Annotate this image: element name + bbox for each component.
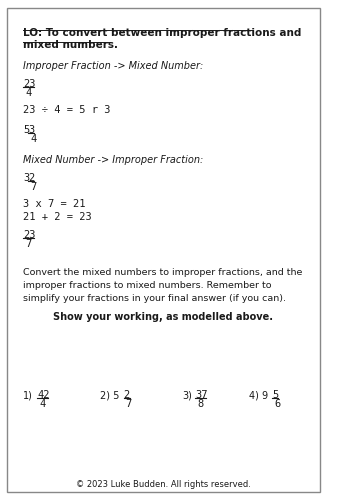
Text: 23 ÷ 4 = 5 r 3: 23 ÷ 4 = 5 r 3: [23, 105, 111, 115]
Text: © 2023 Luke Budden. All rights reserved.: © 2023 Luke Budden. All rights reserved.: [76, 480, 251, 489]
Text: 2) 5: 2) 5: [100, 390, 120, 400]
Text: 7: 7: [30, 182, 36, 192]
Text: 3: 3: [28, 125, 35, 135]
Text: LO: To convert between improper fractions and: LO: To convert between improper fraction…: [23, 28, 301, 38]
Text: Show your working, as modelled above.: Show your working, as modelled above.: [53, 312, 274, 322]
Text: 23: 23: [23, 79, 36, 89]
Text: 2: 2: [28, 173, 35, 183]
Text: 3 x 7 = 21: 3 x 7 = 21: [23, 199, 86, 209]
Text: 5: 5: [272, 390, 279, 400]
Text: mixed numbers.: mixed numbers.: [23, 40, 118, 50]
Text: 5: 5: [23, 125, 29, 135]
Text: 37: 37: [195, 390, 208, 400]
Text: 4: 4: [30, 134, 36, 144]
Text: Mixed Number -> Improper Fraction:: Mixed Number -> Improper Fraction:: [23, 155, 203, 165]
Text: 4: 4: [25, 88, 31, 98]
Text: Improper Fraction -> Mixed Number:: Improper Fraction -> Mixed Number:: [23, 61, 203, 71]
Text: 4: 4: [39, 399, 45, 409]
Text: Convert the mixed numbers to improper fractions, and the
improper fractions to m: Convert the mixed numbers to improper fr…: [23, 268, 303, 302]
Text: 4) 9: 4) 9: [249, 390, 268, 400]
Text: 3: 3: [23, 173, 29, 183]
Text: 7: 7: [25, 239, 31, 249]
Text: 8: 8: [197, 399, 203, 409]
Text: 21 + 2 = 23: 21 + 2 = 23: [23, 212, 92, 222]
Text: 7: 7: [125, 399, 132, 409]
Text: 3): 3): [182, 390, 192, 400]
Text: 2: 2: [124, 390, 130, 400]
Text: 23: 23: [23, 230, 36, 240]
Text: 1): 1): [23, 390, 33, 400]
Text: 6: 6: [274, 399, 280, 409]
Text: 42: 42: [37, 390, 50, 400]
